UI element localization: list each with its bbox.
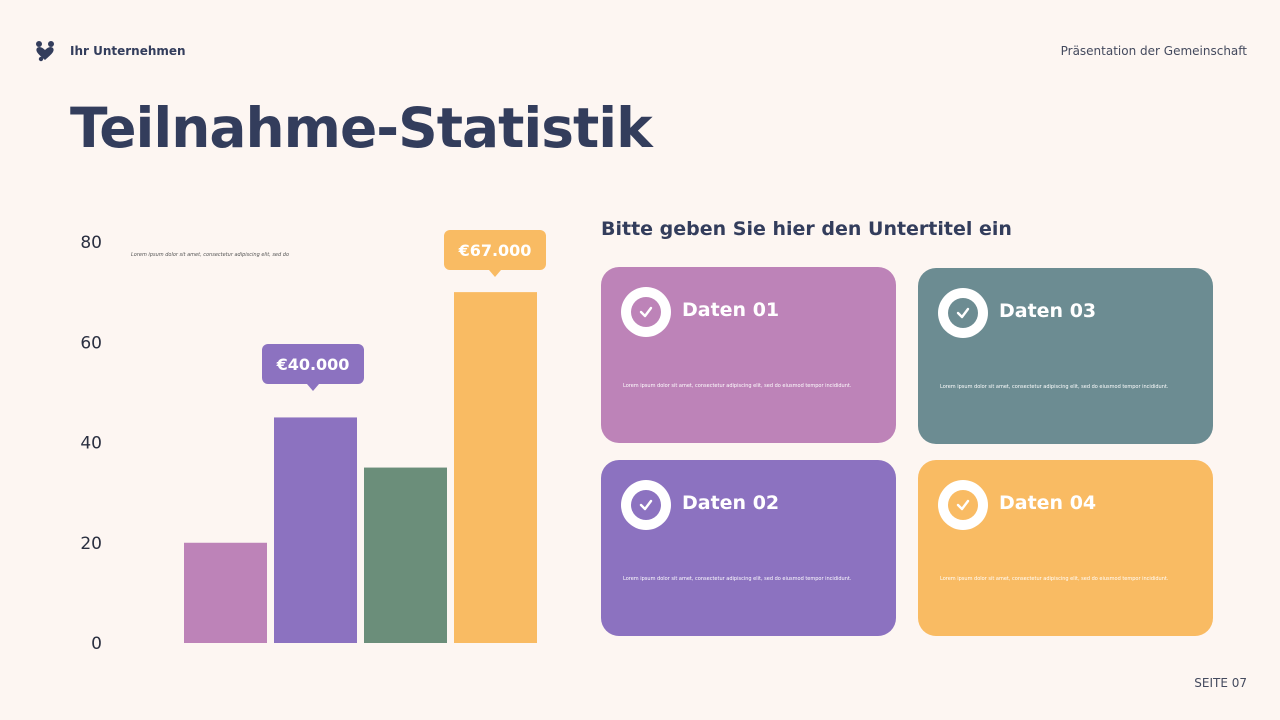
card-title: Daten 02 <box>682 492 780 514</box>
brand: Ihr Unternehmen <box>32 38 186 64</box>
y-tick-label: 0 <box>91 634 102 654</box>
y-tick-label: 80 <box>80 233 102 253</box>
bar-1 <box>184 542 267 643</box>
logo-icon <box>36 41 54 62</box>
page-number: SEITE 07 <box>1194 676 1247 690</box>
bar-chart: 0 20 40 60 80 <box>80 233 537 654</box>
chart-note: Lorem ipsum dolor sit amet, consectetur … <box>131 252 290 258</box>
value-callout-bar-4: €67.000 <box>444 230 546 277</box>
y-tick-label: 40 <box>80 434 102 454</box>
header-subtitle: Präsentation der Gemeinschaft <box>1060 44 1247 58</box>
page-title: Teilnahme-Statistik <box>70 96 653 160</box>
data-card-02: Daten 02 Lorem ipsum dolor sit amet, con… <box>601 460 896 636</box>
bar-4 <box>454 292 537 643</box>
check-circle-icon <box>621 480 671 530</box>
card-text: Lorem ipsum dolor sit amet, consectetur … <box>940 576 1169 582</box>
y-tick-label: 20 <box>80 534 102 554</box>
card-text: Lorem ipsum dolor sit amet, consectetur … <box>940 384 1169 390</box>
card-title: Daten 03 <box>999 300 1097 322</box>
data-card-01: Daten 01 Lorem ipsum dolor sit amet, con… <box>601 267 896 443</box>
value-callout-bar-2: €40.000 <box>262 344 364 391</box>
card-title: Daten 01 <box>682 299 780 321</box>
data-card-03: Daten 03 Lorem ipsum dolor sit amet, con… <box>918 268 1213 444</box>
card-text: Lorem ipsum dolor sit amet, consectetur … <box>623 576 852 582</box>
section-subtitle: Bitte geben Sie hier den Untertitel ein <box>601 218 1012 240</box>
check-circle-icon <box>938 480 988 530</box>
check-circle-icon <box>621 287 671 337</box>
check-circle-icon <box>938 288 988 338</box>
y-tick-label: 60 <box>80 333 102 353</box>
data-card-04: Daten 04 Lorem ipsum dolor sit amet, con… <box>918 460 1213 636</box>
bar-3 <box>364 467 447 643</box>
card-text: Lorem ipsum dolor sit amet, consectetur … <box>623 383 852 389</box>
card-title: Daten 04 <box>999 492 1097 514</box>
brand-name: Ihr Unternehmen <box>70 44 186 58</box>
bar-2 <box>274 417 357 643</box>
